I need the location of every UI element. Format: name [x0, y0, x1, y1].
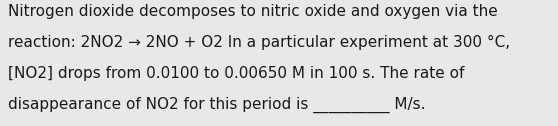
Text: disappearance of NO2 for this period is __________ M/s.: disappearance of NO2 for this period is …	[8, 96, 426, 113]
Text: reaction: 2NO2 → 2NO + O2 In a particular experiment at 300 °C,: reaction: 2NO2 → 2NO + O2 In a particula…	[8, 35, 511, 50]
Text: [NO2] drops from 0.0100 to 0.00650 M in 100 s. The rate of: [NO2] drops from 0.0100 to 0.00650 M in …	[8, 66, 465, 81]
Text: Nitrogen dioxide decomposes to nitric oxide and oxygen via the: Nitrogen dioxide decomposes to nitric ox…	[8, 4, 498, 19]
